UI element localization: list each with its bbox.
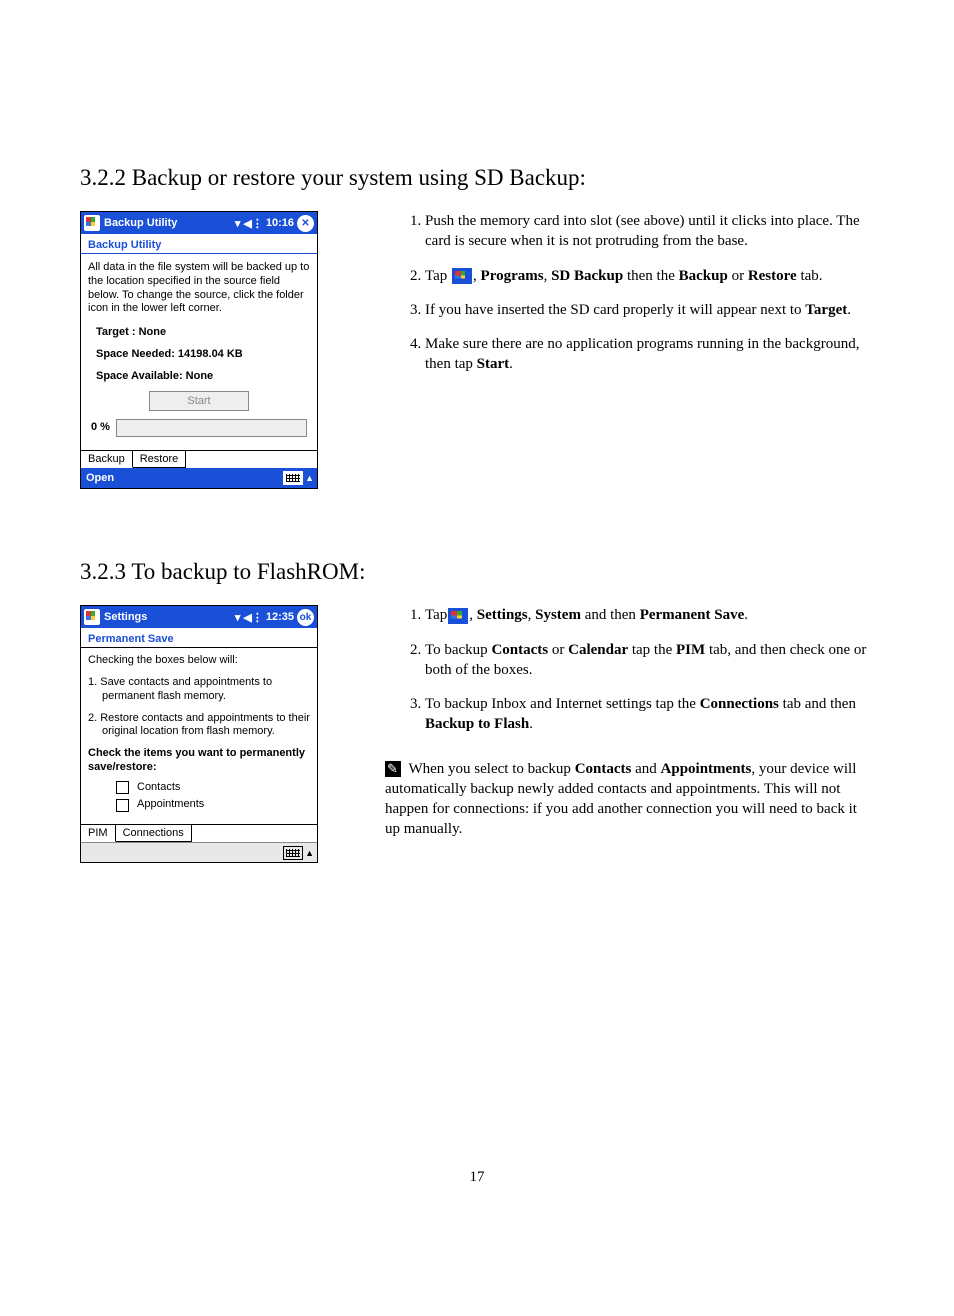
sip-up-icon[interactable]: ▲ <box>305 473 314 483</box>
check-heading: Check the items you want to permanently … <box>88 747 310 775</box>
start-icon[interactable] <box>84 215 100 231</box>
start-icon[interactable] <box>84 609 100 625</box>
contacts-label: Contacts <box>137 781 180 795</box>
tab-pim[interactable]: PIM <box>81 825 116 842</box>
start-icon <box>448 608 468 624</box>
pda-permanent-save: Settings ▾ ◀⋮ 12:35 ok Permanent Save Ch… <box>80 605 318 863</box>
page-number: 17 <box>0 1169 954 1186</box>
sip-up-icon[interactable]: ▲ <box>305 848 314 858</box>
space-needed-field: Space Needed: 14198.04 KB <box>96 348 310 362</box>
list-item: Make sure there are no application progr… <box>425 334 874 375</box>
instruction-list: Push the memory card into slot (see abov… <box>385 211 874 375</box>
list-item: To backup Inbox and Internet settings ta… <box>425 694 874 735</box>
target-field: Target : None <box>96 326 310 340</box>
progress-label: 0 % <box>91 421 110 435</box>
start-icon <box>452 268 472 284</box>
intro-text: Checking the boxes below will: <box>88 654 310 668</box>
speaker-icon: ◀⋮ <box>243 611 262 624</box>
app-subtitle: Permanent Save <box>81 628 317 648</box>
titlebar: Backup Utility ▾ ◀⋮ 10:16 ✕ <box>81 212 317 234</box>
speaker-icon: ◀⋮ <box>243 217 262 230</box>
app-subtitle: Backup Utility <box>81 234 317 254</box>
clock: 12:35 <box>266 611 294 623</box>
menubar: Open ▲ <box>81 468 317 488</box>
app-title: Backup Utility <box>104 217 231 229</box>
pda-backup-utility: Backup Utility ▾ ◀⋮ 10:16 ✕ Backup Utili… <box>80 211 318 489</box>
signal-icon: ▾ <box>235 611 241 624</box>
appointments-label: Appointments <box>137 798 204 812</box>
appointments-checkbox[interactable] <box>116 799 129 812</box>
list-item: If you have inserted the SD card properl… <box>425 300 874 320</box>
contacts-checkbox[interactable] <box>116 781 129 794</box>
section-heading: 3.2.3 To backup to FlashROM: <box>80 559 874 585</box>
open-menu[interactable]: Open <box>86 472 114 484</box>
instruction-list: Tap, Settings, System and then Permanent… <box>385 605 874 734</box>
tab-backup[interactable]: Backup <box>81 451 133 468</box>
clock: 10:16 <box>266 217 294 229</box>
tab-connections[interactable]: Connections <box>116 825 192 842</box>
description-text: All data in the file system will be back… <box>88 261 310 316</box>
progress-bar <box>116 419 307 437</box>
keyboard-icon[interactable] <box>283 471 303 485</box>
signal-icon: ▾ <box>235 217 241 230</box>
section-heading: 3.2.2 Backup or restore your system usin… <box>80 165 874 191</box>
close-icon[interactable]: ✕ <box>297 215 314 232</box>
note-paragraph: When you select to backup Contacts and A… <box>385 759 874 840</box>
list-item: 1. Save contacts and appointments to per… <box>88 676 310 704</box>
ok-icon[interactable]: ok <box>297 609 314 626</box>
tab-bar: Backup Restore <box>81 450 317 468</box>
titlebar: Settings ▾ ◀⋮ 12:35 ok <box>81 606 317 628</box>
list-item: To backup Contacts or Calendar tap the P… <box>425 640 874 681</box>
list-item: Tap , Programs, SD Backup then the Backu… <box>425 266 874 286</box>
section-sd-backup: 3.2.2 Backup or restore your system usin… <box>80 165 874 489</box>
list-item: 2. Restore contacts and appointments to … <box>88 712 310 740</box>
list-item: Push the memory card into slot (see abov… <box>425 211 874 252</box>
list-item: Tap, Settings, System and then Permanent… <box>425 605 874 625</box>
start-button[interactable]: Start <box>149 391 249 411</box>
tab-restore[interactable]: Restore <box>133 451 187 468</box>
menubar: ▲ <box>81 842 317 862</box>
space-available-field: Space Available: None <box>96 370 310 384</box>
note-icon <box>385 761 401 777</box>
section-flashrom: 3.2.3 To backup to FlashROM: Settings ▾ … <box>80 559 874 863</box>
tab-bar: PIM Connections <box>81 824 317 842</box>
keyboard-icon[interactable] <box>283 846 303 860</box>
app-title: Settings <box>104 611 231 623</box>
